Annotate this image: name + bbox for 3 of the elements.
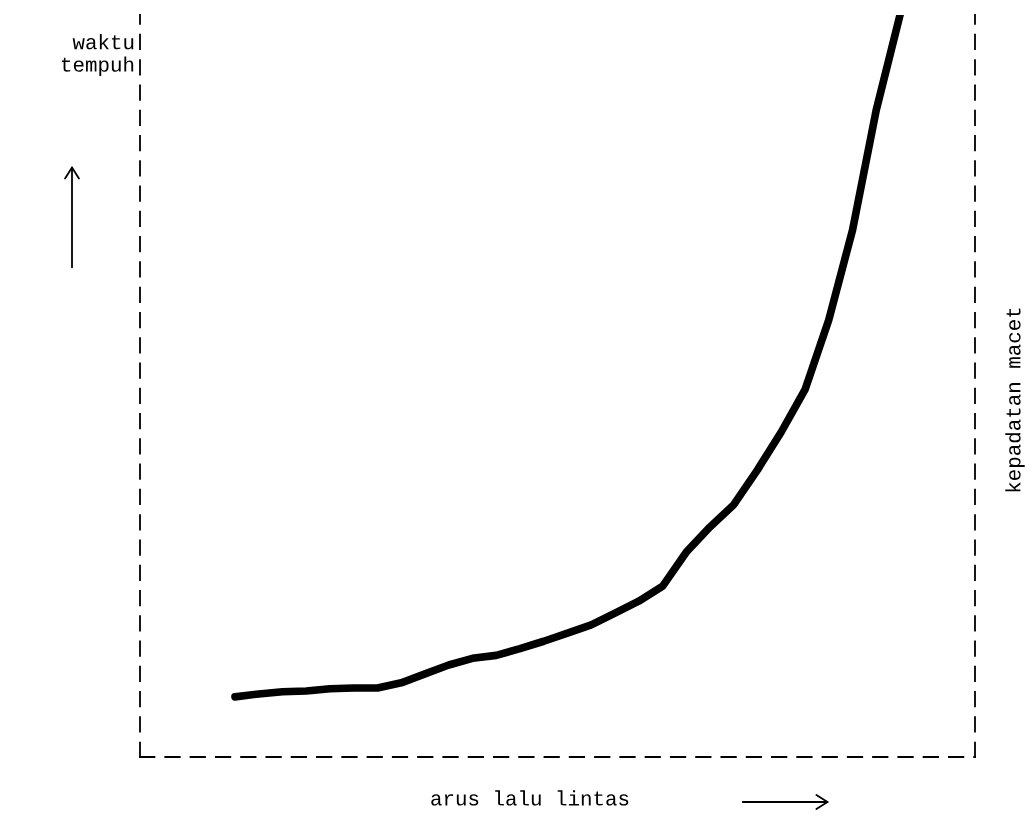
y-axis-title: waktu tempuh bbox=[61, 34, 134, 76]
x-axis-title: arus lalu lintas bbox=[431, 790, 629, 806]
y2-axis-title: kepadatan macet bbox=[1005, 308, 1025, 492]
